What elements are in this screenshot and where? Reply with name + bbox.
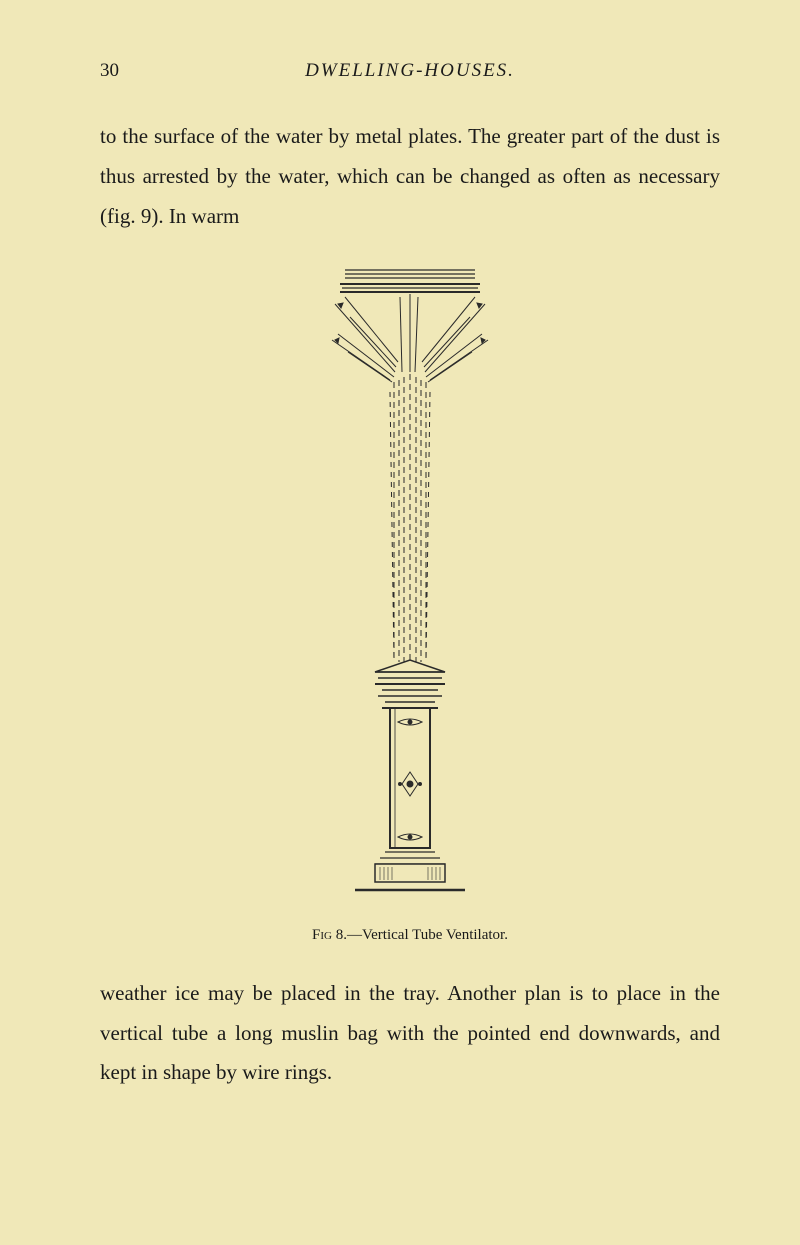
body-paragraph-bottom: weather ice may be placed in the tray. A… — [100, 974, 720, 1094]
caption-number: 8. — [336, 927, 347, 943]
caption-text: —Vertical Tube Ventilator. — [347, 927, 508, 943]
running-header: DWELLING-HOUSES. — [100, 60, 720, 82]
caption-prefix: Fig — [312, 927, 332, 943]
figure-container — [100, 262, 720, 907]
figure-caption: Fig 8.—Vertical Tube Ventilator. — [100, 927, 720, 944]
page-number: 30 — [100, 60, 119, 82]
body-paragraph-top: to the surface of the water by metal pla… — [100, 117, 720, 237]
ventilator-figure — [290, 262, 530, 902]
